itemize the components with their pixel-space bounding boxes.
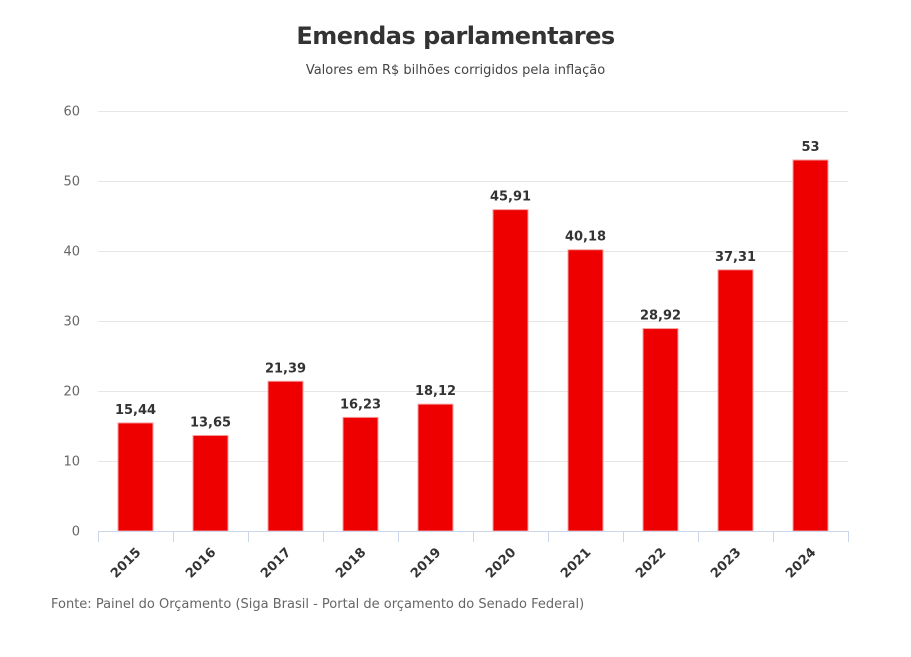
- data-label: 16,23: [340, 397, 381, 412]
- x-tick-label: 2016: [183, 545, 219, 581]
- bar-2016[interactable]: [192, 434, 229, 532]
- bar-2017[interactable]: [267, 380, 304, 532]
- y-tick-label: 40: [63, 245, 80, 260]
- x-tick-label: 2021: [558, 545, 594, 581]
- x-tick-label: 2023: [708, 545, 744, 581]
- bar-2020[interactable]: [492, 209, 529, 532]
- data-label: 28,92: [640, 309, 681, 324]
- y-tick-label: 30: [63, 315, 80, 330]
- data-label: 13,65: [190, 415, 231, 430]
- source-note: Fonte: Painel do Orçamento (Siga Brasil …: [51, 597, 585, 612]
- data-label: 40,18: [565, 230, 606, 245]
- x-tick-label: 2024: [783, 545, 819, 581]
- y-tick-label: 0: [72, 525, 80, 540]
- bar-2015[interactable]: [117, 422, 154, 532]
- y-tick-label: 50: [63, 175, 80, 190]
- x-tick-label: 2019: [408, 545, 444, 581]
- bar-2021[interactable]: [567, 249, 604, 532]
- data-label: 15,44: [115, 403, 156, 418]
- bar-2023[interactable]: [717, 269, 754, 532]
- data-label: 45,91: [490, 190, 531, 205]
- chart-subtitle: Valores em R$ bilhões corrigidos pela in…: [305, 63, 606, 78]
- x-axis: 2015 2016 2017 2018 2019 2020 2021 2022 2023 2024: [98, 531, 849, 581]
- bars: [117, 159, 829, 532]
- x-tick-label: 2017: [258, 545, 294, 581]
- y-tick-label: 60: [63, 105, 80, 120]
- data-label: 18,12: [415, 384, 456, 399]
- y-tick-label: 10: [63, 455, 80, 470]
- bar-2024[interactable]: [792, 159, 829, 532]
- y-tick-label: 20: [63, 385, 80, 400]
- bar-2019[interactable]: [417, 403, 454, 532]
- bar-2018[interactable]: [342, 416, 379, 532]
- x-tick-label: 2020: [483, 545, 519, 581]
- bar-2022[interactable]: [642, 328, 679, 532]
- x-tick-label: 2015: [108, 545, 144, 581]
- chart-title: Emendas parlamentares: [296, 22, 615, 50]
- data-label: 53: [801, 140, 819, 155]
- x-tick-label: 2022: [633, 545, 669, 581]
- y-axis: 0 10 20 30 40 50 60: [63, 105, 80, 540]
- x-tick-label: 2018: [333, 545, 369, 581]
- data-label: 21,39: [265, 361, 306, 376]
- data-labels: 15,44 13,65 21,39 16,23 18,12 45,91 40,18 28,92…: [115, 140, 820, 430]
- data-label: 37,31: [715, 250, 756, 265]
